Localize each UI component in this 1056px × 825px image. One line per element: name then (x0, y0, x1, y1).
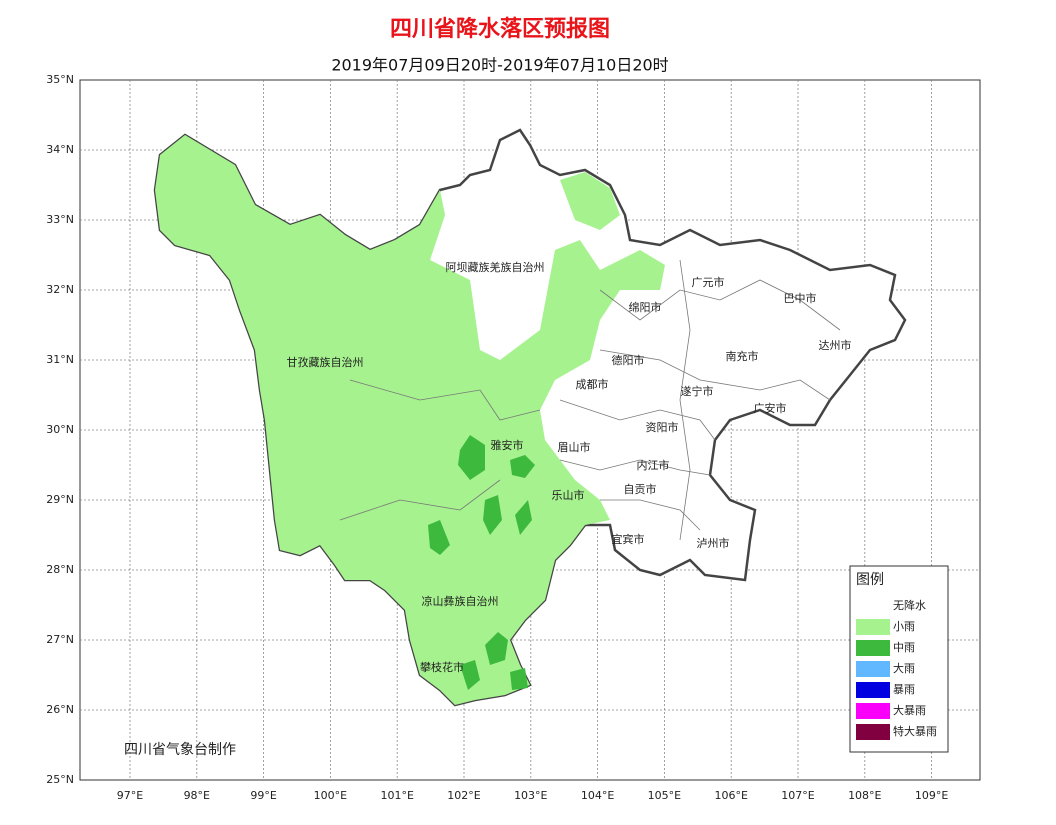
place-label: 内江市 (637, 458, 670, 472)
legend-label: 大暴雨 (893, 703, 926, 717)
lon-label: 109°E (915, 789, 948, 802)
place-label: 泸州市 (697, 536, 730, 550)
place-label: 乐山市 (552, 488, 585, 502)
legend-label: 无降水 (893, 598, 926, 612)
lon-label: 102°E (447, 789, 480, 802)
place-label: 攀枝花市 (420, 660, 464, 674)
light-rain-area (155, 135, 665, 705)
place-label: 阿坝藏族羌族自治州 (446, 260, 545, 274)
lon-label: 100°E (314, 789, 347, 802)
lon-label: 98°E (184, 789, 210, 802)
place-label: 凉山彝族自治州 (422, 594, 499, 608)
legend-label: 小雨 (893, 620, 915, 633)
place-label: 成都市 (576, 377, 609, 391)
lat-label: 31°N (46, 353, 74, 366)
legend-swatch (856, 724, 890, 740)
place-label: 眉山市 (558, 440, 591, 454)
place-label: 宜宾市 (612, 532, 645, 546)
legend-label: 大雨 (893, 661, 915, 675)
lon-label: 97°E (117, 789, 143, 802)
lat-label: 25°N (46, 773, 74, 786)
place-label: 甘孜藏族自治州 (287, 355, 364, 369)
credit: 四川省气象台制作 (124, 742, 236, 758)
lat-label: 26°N (46, 703, 74, 716)
place-label: 广元市 (692, 275, 725, 289)
place-label: 南充市 (726, 349, 759, 363)
lat-label: 30°N (46, 423, 74, 436)
lon-label: 104°E (581, 789, 614, 802)
legend-label: 中雨 (893, 641, 915, 654)
legend-box (849, 565, 949, 753)
place-label: 自贡市 (624, 482, 657, 496)
legend-title: 图例 (856, 572, 884, 588)
moderate-rain-areas (428, 435, 535, 690)
legend-label: 暴雨 (893, 683, 915, 696)
place-label: 广安市 (754, 401, 787, 415)
place-label: 达州市 (819, 338, 852, 352)
legend-swatch (856, 661, 890, 677)
legend-swatch (856, 703, 890, 719)
legend-label: 特大暴雨 (893, 724, 937, 738)
city-boundaries (339, 259, 841, 541)
lon-label: 99°E (250, 789, 276, 802)
subtitle: 2019年07月09日20时-2019年07月10日20时 (331, 56, 668, 75)
place-label: 遂宁市 (681, 384, 714, 398)
title: 四川省降水落区预报图 (390, 17, 610, 42)
lat-label: 33°N (46, 213, 74, 226)
lat-label: 28°N (46, 563, 74, 576)
legend-swatch (856, 619, 890, 635)
lat-label: 34°N (46, 143, 74, 156)
light-rain-area (560, 172, 620, 230)
lon-label: 108°E (848, 789, 881, 802)
legend-swatch (856, 682, 890, 698)
lon-label: 101°E (380, 789, 413, 802)
lat-label: 35°N (46, 73, 74, 86)
place-label: 绵阳市 (629, 300, 662, 314)
place-label: 资阳市 (646, 420, 679, 434)
lon-label: 107°E (781, 789, 814, 802)
lat-label: 27°N (46, 633, 74, 646)
lon-label: 105°E (648, 789, 681, 802)
lon-label: 103°E (514, 789, 547, 802)
lat-label: 32°N (46, 283, 74, 296)
legend-swatch (856, 640, 890, 656)
lat-label: 29°N (46, 493, 74, 506)
place-label: 巴中市 (784, 291, 817, 305)
place-label: 德阳市 (612, 353, 645, 367)
lon-label: 106°E (714, 789, 747, 802)
place-label: 雅安市 (491, 438, 524, 452)
